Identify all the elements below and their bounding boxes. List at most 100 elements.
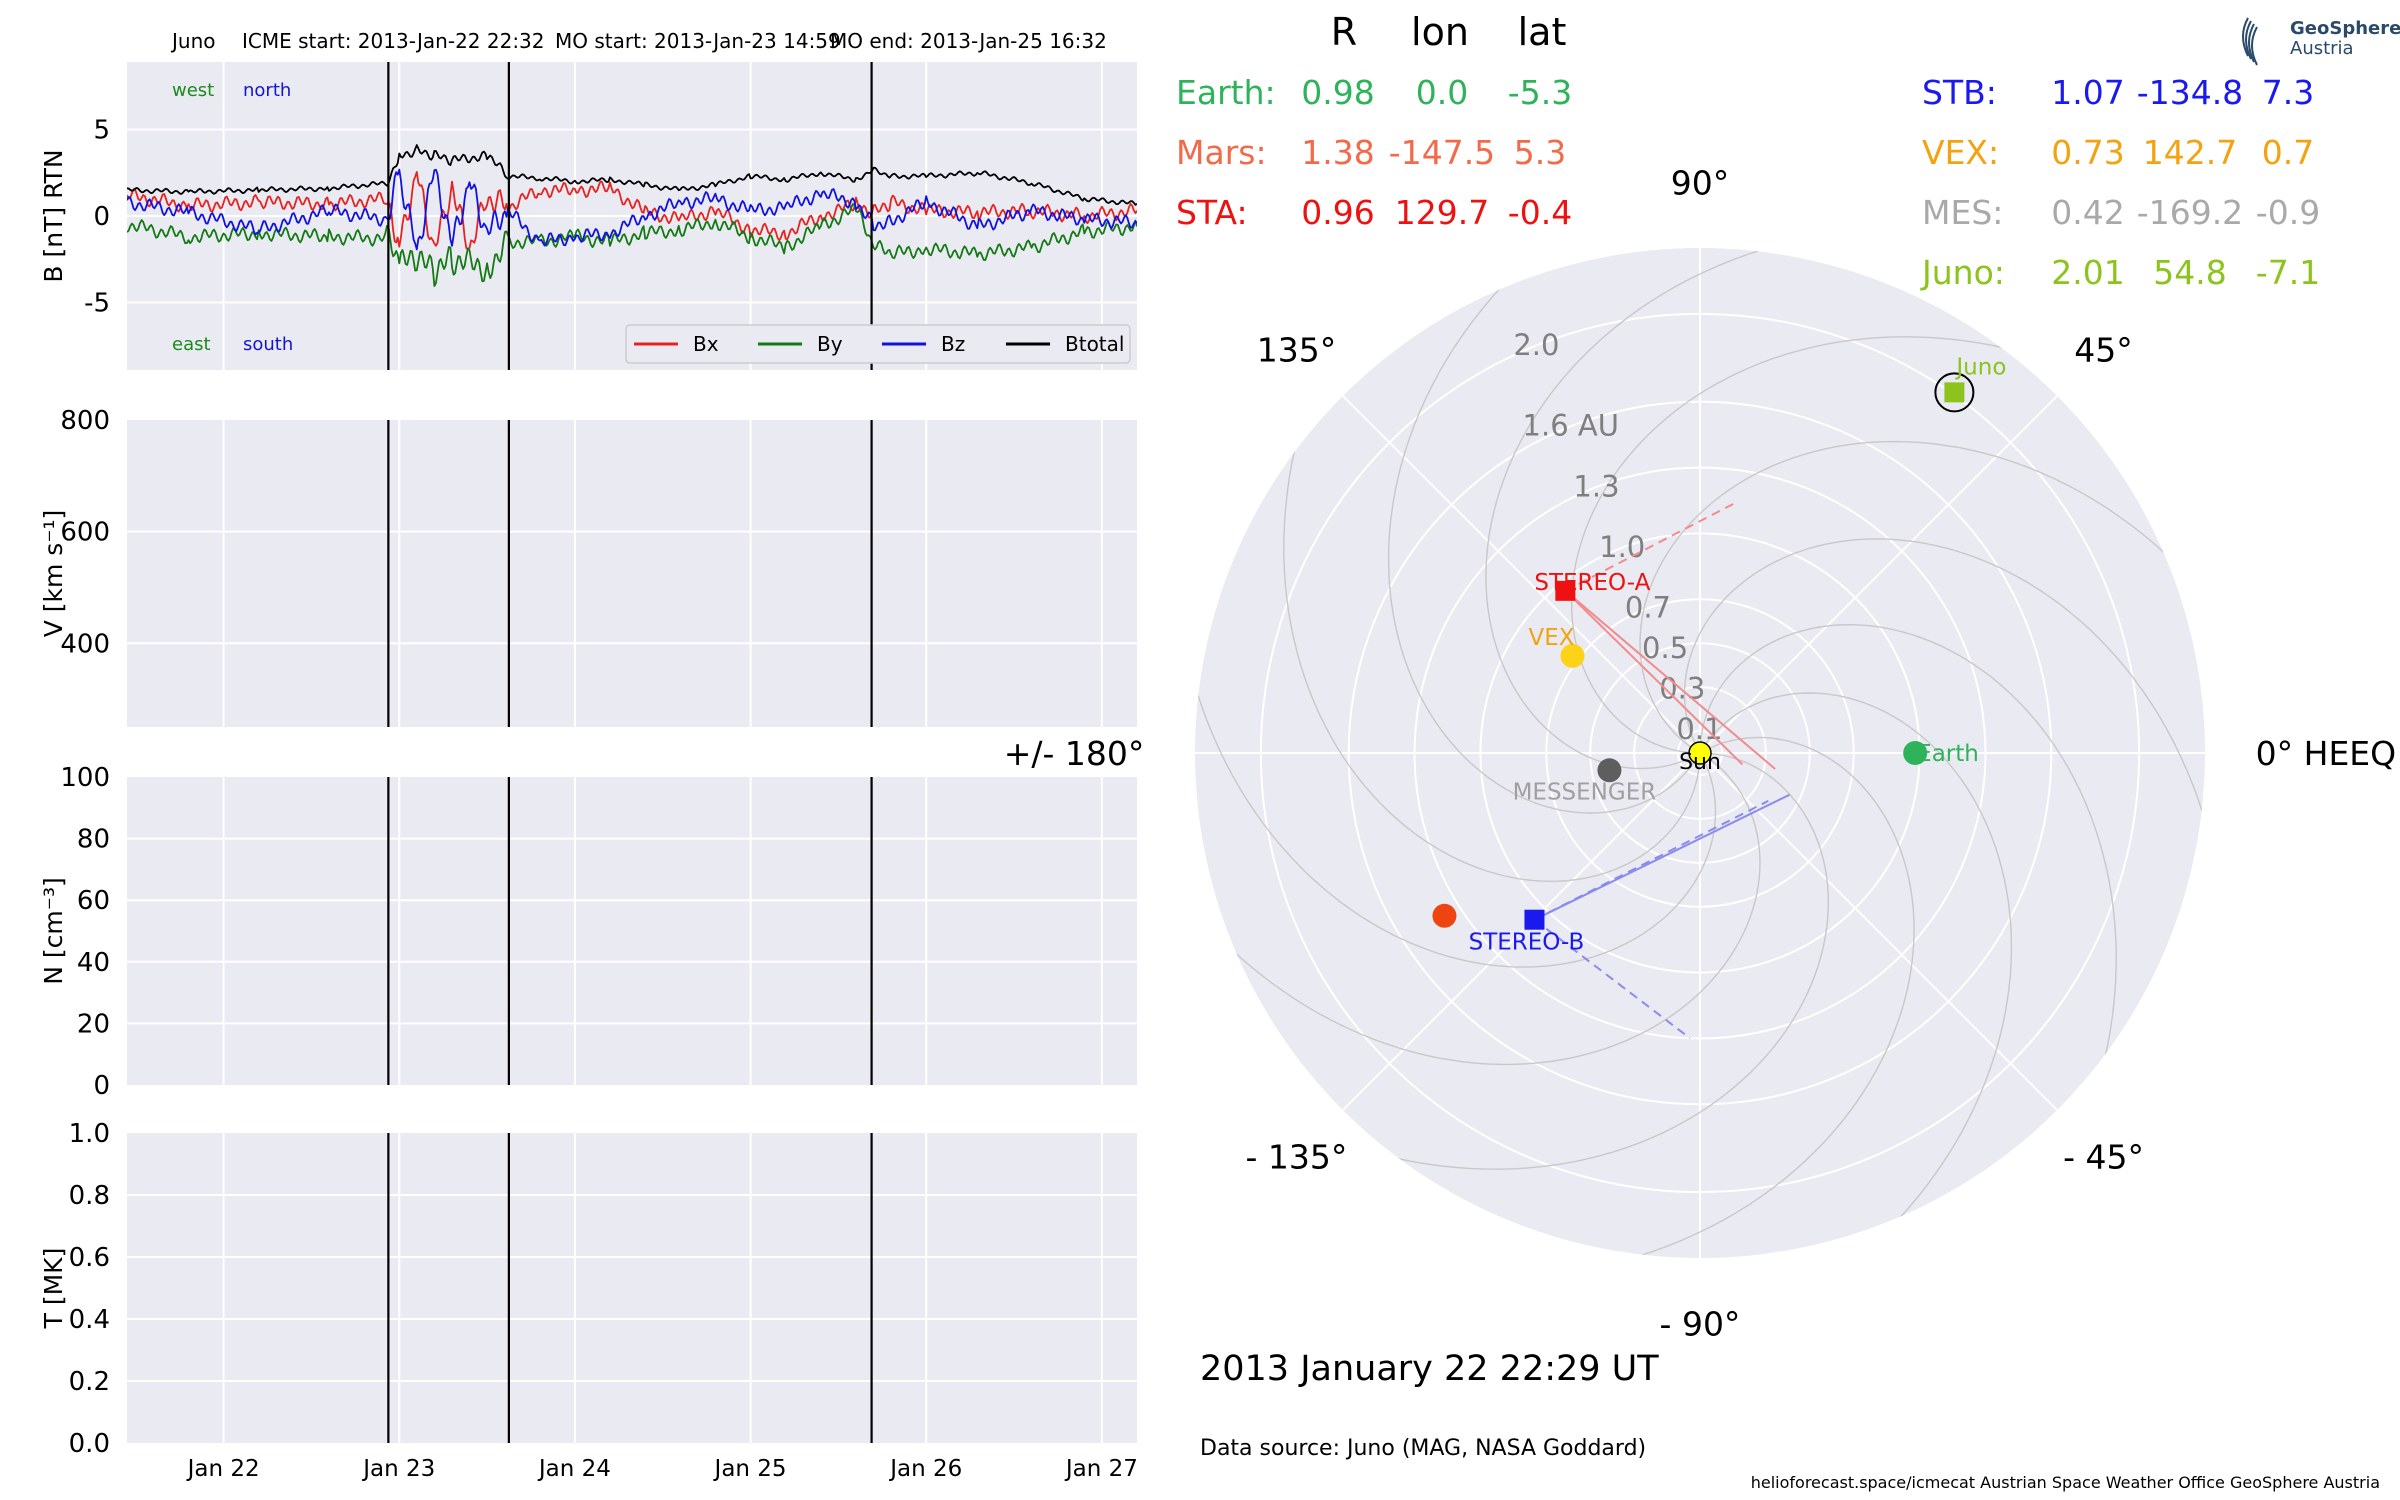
label-north: north: [243, 80, 291, 101]
imager-line: [1564, 502, 1736, 592]
y-tick-label: -5: [84, 289, 110, 319]
stereo-b-label: STEREO-B: [1469, 930, 1585, 956]
parker-spiral: [1683, 538, 2205, 863]
radial-tick-label: 0.5: [1642, 631, 1688, 665]
x-tick-label: Jan 23: [361, 1456, 435, 1482]
parker-spirals: [1195, 248, 2205, 1258]
y-tick-label: 0.0: [69, 1429, 110, 1459]
table-right-lat: -0.9: [2256, 193, 2320, 232]
table-right-r: 0.73: [2051, 133, 2124, 172]
body-mars: [1432, 903, 1457, 928]
table-left-r: 0.98: [1301, 73, 1374, 112]
table-right-r: 1.07: [2051, 73, 2124, 112]
y-tick-label: 60: [77, 886, 110, 916]
table-left-name: Earth:: [1176, 73, 1276, 112]
table-header-lon: lon: [1411, 10, 1469, 54]
angle-label: 135°: [1257, 330, 1337, 369]
header-mo-start: MO start: 2013-Jan-23 14:59: [555, 29, 841, 53]
vex-label: VEX: [1528, 625, 1574, 651]
legend-box: [625, 324, 1131, 364]
panel-background: [127, 777, 1137, 1085]
body-stereo-b: STEREO-B: [1469, 909, 1585, 956]
panel-4: 1.0 0.8 0.6 0.4 0.2 0.0 T [MK]: [39, 1119, 1137, 1459]
polar-spoke: [1342, 752, 1701, 1111]
y-tick-label: 800: [60, 406, 110, 436]
y-tick-label: 100: [60, 763, 110, 793]
sun-marker: [1688, 741, 1712, 765]
y-axis-label: V [km s⁻¹]: [39, 510, 68, 638]
parker-spiral: [1699, 623, 2117, 1106]
logo-icon: [2242, 17, 2249, 57]
polar-spoke: [1699, 752, 2058, 1111]
angle-label: - 135°: [1246, 1138, 1348, 1177]
body-stereo-a: STEREO-A: [1534, 570, 1651, 601]
juno-marker: [1944, 382, 1965, 403]
panel-background: [127, 420, 1137, 727]
radial-tick-label: 1.0: [1599, 530, 1645, 564]
stereo-a-marker: [1555, 580, 1576, 601]
table-left-lon: 129.7: [1395, 193, 1489, 232]
y-tick-label: 600: [60, 518, 110, 548]
polar-plot: 0.10.30.50.71.01.31.6 AU2.00° HEEQ45°90°…: [1004, 163, 2396, 1343]
series-line-btotal: [127, 144, 1137, 206]
label-west: west: [172, 80, 214, 101]
table-header-lat: lat: [1518, 10, 1567, 54]
body-messenger: MESSENGER: [1513, 758, 1656, 805]
parker-spiral: [1387, 251, 1701, 814]
radial-tick-label: 1.3: [1573, 469, 1619, 503]
series-line-bz: [127, 168, 1137, 251]
table-right-name: MES:: [1922, 193, 2003, 232]
table-left-lat: 5.3: [1514, 133, 1566, 172]
y-tick-label: 0.8: [69, 1181, 110, 1211]
parker-spiral: [1347, 752, 1830, 1170]
table-right-lon: -134.8: [2137, 73, 2243, 112]
y-axis-label: B [nT] RTN: [39, 149, 68, 282]
mars-marker: [1432, 903, 1457, 928]
logo-text-line1: GeoSphere: [2290, 18, 2400, 39]
label-south: south: [243, 334, 293, 355]
table-left-name: STA:: [1176, 193, 1248, 232]
radial-tick-label: 0.7: [1625, 591, 1671, 625]
table-header-r: R: [1331, 10, 1357, 54]
logo-icon: [2245, 20, 2252, 60]
juno-ring: [1934, 372, 1975, 413]
parker-spiral: [1639, 440, 2202, 754]
stereo-a-label: STEREO-A: [1534, 570, 1650, 596]
polar-spoke: [1699, 395, 2058, 754]
y-axis-label: N [cm⁻³]: [39, 877, 68, 984]
angle-label: - 90°: [1660, 1305, 1741, 1344]
parker-spiral: [1590, 736, 1915, 1258]
y-tick-label: 5: [93, 115, 110, 145]
imager-line: [1564, 590, 1776, 770]
table-right-lon: 142.7: [2143, 133, 2237, 172]
vex-marker: [1560, 643, 1585, 668]
parker-spiral: [1195, 643, 1717, 968]
panel-1: 5 0 -5 B [nT] RTN west north east south Bx By Bz Bt…: [39, 62, 1137, 370]
parker-spiral: [1570, 336, 2053, 754]
body-vex: VEX: [1528, 625, 1585, 668]
x-tick-label: Jan 26: [888, 1456, 962, 1482]
logo-text-line2: Austria: [2290, 38, 2354, 59]
table-right-lat: 0.7: [2262, 133, 2314, 172]
x-tick-label: Jan 27: [1064, 1456, 1138, 1482]
table-right-r: 0.42: [2051, 193, 2124, 232]
x-tick-label: Jan 24: [537, 1456, 611, 1482]
y-tick-label: 400: [60, 629, 110, 659]
y-tick-label: 80: [77, 825, 110, 855]
parker-spiral: [1283, 400, 1701, 883]
y-tick-label: 0: [93, 202, 110, 232]
table-left-name: Mars:: [1176, 133, 1267, 172]
panel-3: 100 80 60 40 20 0 N [cm⁻³]: [39, 763, 1137, 1101]
series-line-bx: [127, 171, 1137, 251]
earth-marker: [1903, 741, 1928, 765]
table-left-r: 1.38: [1301, 133, 1374, 172]
body-juno: Juno: [1934, 354, 2006, 413]
angle-label: 0° HEEQ: [2256, 734, 2396, 773]
y-tick-label: 1.0: [69, 1119, 110, 1149]
angle-label: 45°: [2074, 330, 2133, 369]
legend-label-bx: Bx: [693, 332, 719, 356]
table-right-lat: -7.1: [2256, 253, 2320, 292]
body-earth: Earth: [1903, 741, 1979, 767]
